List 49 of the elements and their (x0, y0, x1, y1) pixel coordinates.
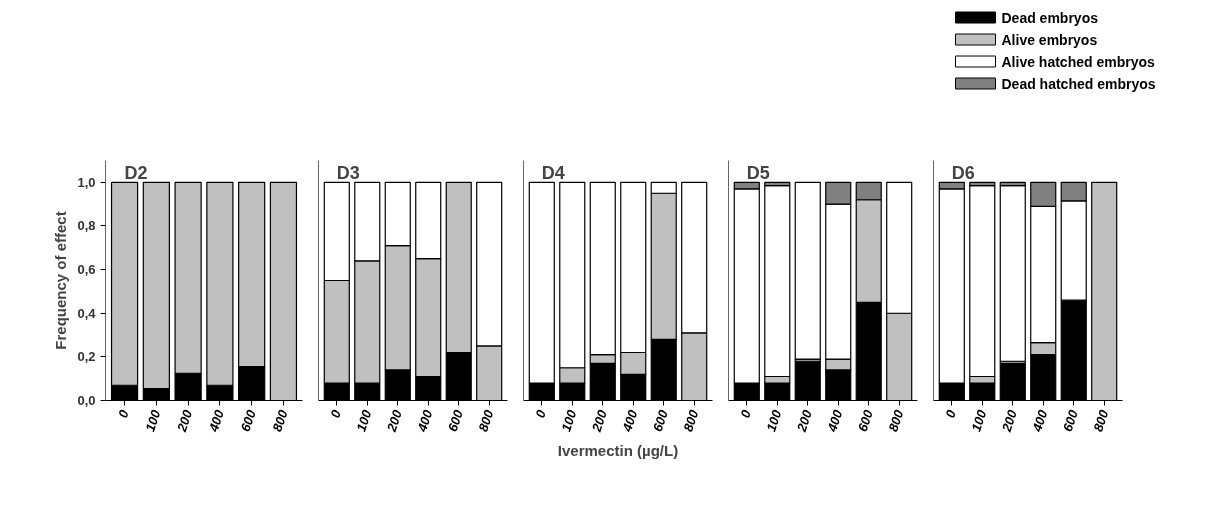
bar (794, 181, 821, 360)
x-tick-label: 100 (968, 407, 990, 434)
x-tick-label: 800 (475, 407, 497, 434)
x-tick-label: 800 (269, 407, 291, 434)
x-tick-label: 400 (823, 407, 846, 435)
chart-title: D4 (541, 162, 565, 183)
bar (999, 184, 1026, 362)
x-tick-label: 200 (383, 407, 406, 435)
legend-label: Alive hatched embryos (1001, 53, 1155, 70)
x-axis-title: Ivermectin (µg/L) (557, 441, 679, 459)
y-tick-label: 0,4 (77, 305, 97, 321)
chart-title: D3 (336, 162, 360, 183)
legend-label: Dead embryos (1001, 9, 1099, 26)
x-tick-label: 200 (588, 407, 611, 435)
x-tick-label: 200 (173, 407, 196, 435)
x-tick-label: 100 (558, 407, 580, 434)
y-tick-label: 0,2 (77, 349, 96, 365)
x-tick-label: 100 (353, 407, 375, 434)
chart-title: D6 (951, 162, 975, 183)
y-tick-label: 0,0 (77, 393, 96, 408)
x-tick-label: 100 (763, 407, 785, 434)
x-tick-label: 800 (885, 407, 907, 434)
x-tick-label: 400 (413, 407, 436, 435)
x-tick-label: 800 (680, 407, 702, 434)
x-tick-label: 600 (854, 407, 877, 434)
y-tick-label: 1,0 (77, 174, 96, 190)
y-axis-title: Frequency of effect (52, 211, 70, 350)
x-tick-label: 200 (793, 407, 816, 435)
x-tick-label: 0 (942, 407, 960, 420)
x-tick-label: 100 (142, 407, 164, 434)
chart-title: D5 (746, 162, 770, 183)
x-tick-label: 200 (998, 407, 1021, 435)
legend-label: Alive embryos (1001, 31, 1098, 48)
y-tick-label: 0,8 (77, 218, 96, 234)
legend-label: Dead hatched embryos (1001, 75, 1156, 92)
x-tick-label: 600 (649, 407, 672, 434)
chart-title: D2 (124, 162, 148, 183)
x-tick-label: 0 (532, 407, 550, 420)
x-tick-label: 400 (205, 407, 228, 435)
x-tick-label: 400 (1028, 407, 1051, 435)
x-tick-label: 600 (444, 407, 467, 434)
x-tick-label: 600 (237, 407, 260, 434)
x-tick-label: 400 (618, 407, 641, 435)
x-tick-label: 0 (327, 407, 345, 420)
x-tick-label: 600 (1059, 407, 1082, 434)
y-tick-label: 0,6 (77, 262, 96, 278)
x-tick-label: 0 (737, 407, 755, 420)
x-tick-label: 0 (115, 407, 132, 420)
x-tick-label: 800 (1090, 407, 1112, 434)
